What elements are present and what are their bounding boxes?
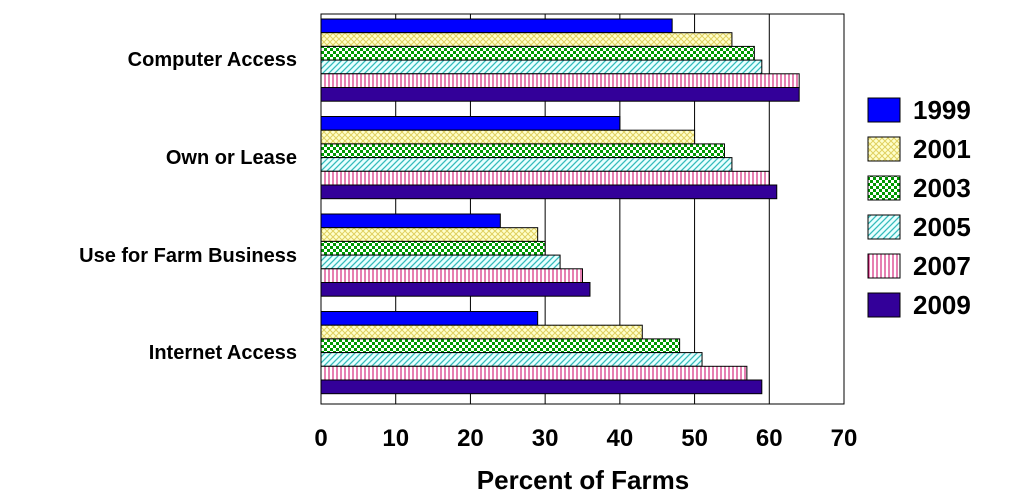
x-tick-label: 60 [756,425,783,452]
bar-2005 [320,157,733,172]
x-tick-labels: 0 10 20 30 40 50 60 70 [314,425,857,452]
bar-2007 [320,268,583,283]
x-tick-label: 0 [314,425,327,452]
category-label: Computer Access [128,49,297,71]
x-tick-label: 20 [457,425,484,452]
x-tick-label: 70 [831,425,858,452]
legend-label: 2007 [913,251,971,281]
legend-swatch [867,175,901,201]
category-label: Internet Access [149,342,297,364]
legend-swatch [867,214,901,240]
bar-2007 [320,73,800,89]
bar-2003 [320,45,755,61]
legend-swatch [867,292,901,318]
bar-2009 [320,87,800,102]
bar-2009 [320,379,763,395]
x-tick-label: 10 [382,425,409,452]
bar-2009 [320,184,778,200]
legend-swatch [867,97,901,123]
bar-1999 [320,18,673,34]
legend-label: 1999 [913,95,971,125]
legend-label: 2003 [913,173,971,203]
bar-2005 [320,59,763,75]
x-tick-label: 50 [681,425,708,452]
bar-2007 [320,170,770,186]
legend-label: 2005 [913,212,971,242]
category-labels: Computer Access Own or Lease Use for Far… [79,49,297,364]
bar-2009 [320,282,591,297]
bar-2005 [320,352,703,367]
bar-2003 [320,338,681,354]
bar-1999 [320,311,539,326]
x-tick-label: 40 [607,425,634,452]
bar-2001 [320,32,733,47]
bars [320,18,800,395]
legend-swatch [867,253,901,279]
bar-2003 [320,143,725,159]
legend-swatch [867,136,901,162]
legend-label: 2009 [913,290,971,320]
x-axis-title: Percent of Farms [477,465,689,493]
legend-label: 2001 [913,134,971,164]
plot-area [320,13,845,405]
bar-1999 [320,213,501,229]
category-label: Use for Farm Business [79,245,297,267]
category-label: Own or Lease [166,147,297,169]
x-tick-label: 30 [532,425,559,452]
bar-2005 [320,254,561,270]
bar-2001 [320,324,643,340]
bar-2007 [320,365,748,381]
legend: 1999 2001 2003 2005 2007 2009 [867,95,971,320]
bar-2001 [320,227,539,242]
bar-1999 [320,116,621,131]
bar-2001 [320,129,696,145]
bar-2003 [320,240,546,256]
